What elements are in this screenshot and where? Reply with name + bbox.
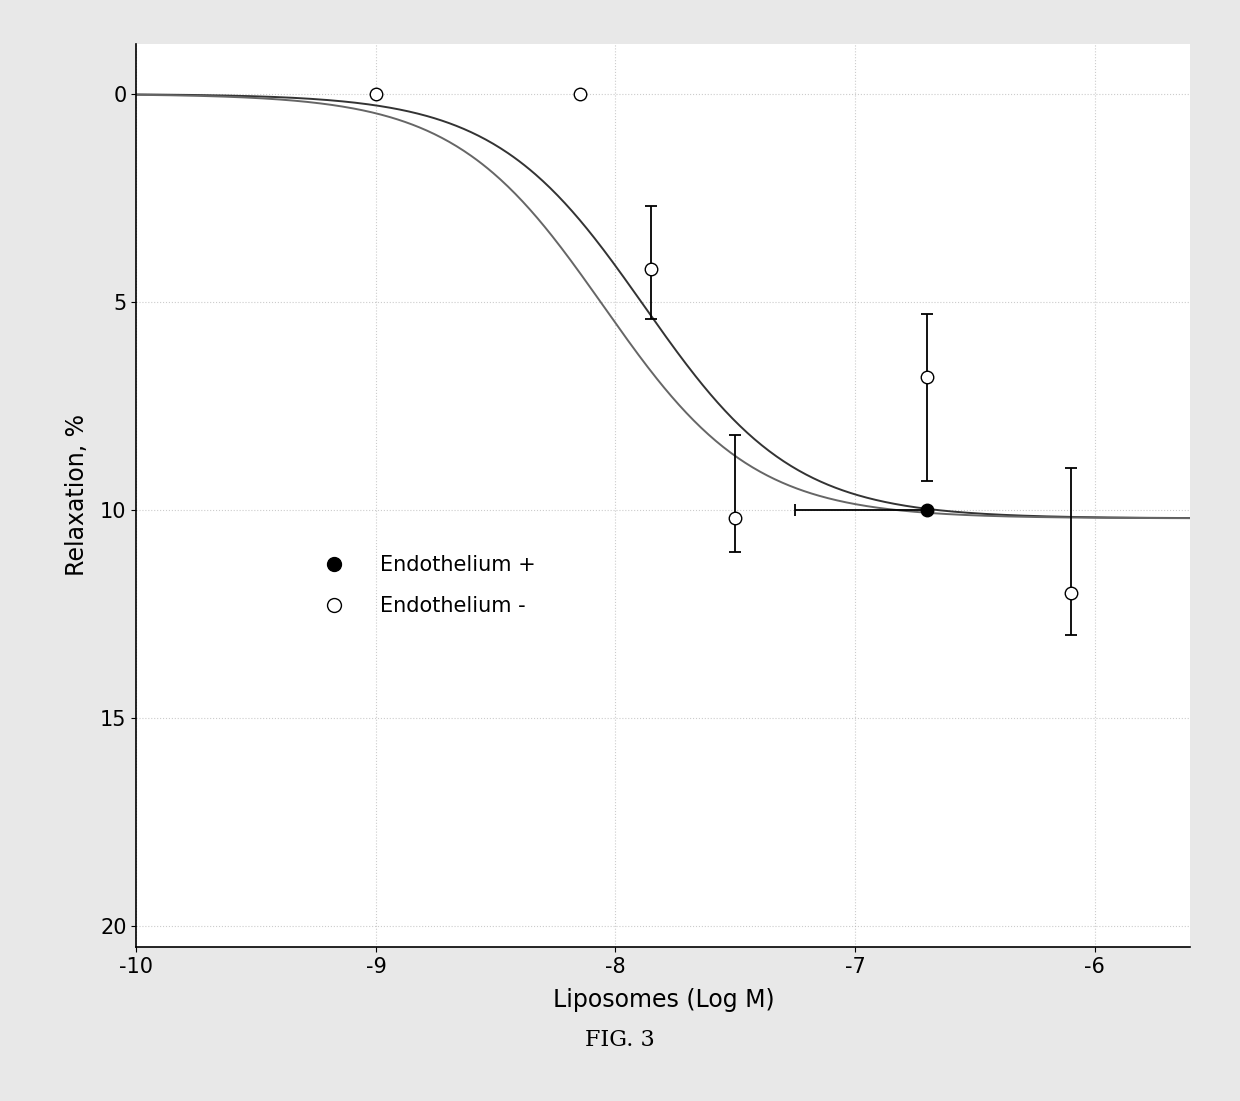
Y-axis label: Relaxation, %: Relaxation, %: [64, 414, 89, 577]
Text: FIG. 3: FIG. 3: [585, 1029, 655, 1051]
Legend: Endothelium +, Endothelium -: Endothelium +, Endothelium -: [305, 547, 544, 624]
X-axis label: Liposomes (Log M): Liposomes (Log M): [553, 988, 774, 1012]
